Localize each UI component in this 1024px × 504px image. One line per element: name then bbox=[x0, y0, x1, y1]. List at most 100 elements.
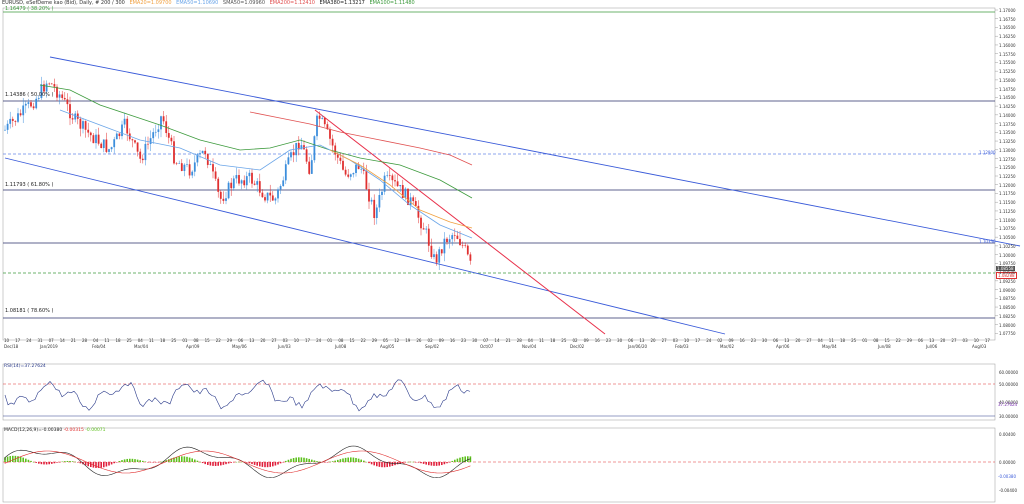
candle-body bbox=[118, 133, 121, 137]
downtrend-line bbox=[314, 109, 606, 335]
candle-body bbox=[160, 116, 162, 130]
date-axis-month: Aug/03 bbox=[972, 344, 987, 349]
date-axis-day: 09 bbox=[583, 338, 589, 343]
date-axis-day: 08 bbox=[338, 338, 344, 343]
macd-histogram-bar bbox=[45, 462, 48, 465]
candle-body bbox=[394, 180, 396, 182]
candle-body bbox=[6, 123, 9, 130]
candle-body bbox=[56, 86, 58, 98]
candle-body bbox=[360, 168, 363, 170]
candle-body bbox=[292, 152, 295, 156]
date-axis-day: 25 bbox=[126, 338, 132, 343]
candle-body bbox=[378, 194, 381, 208]
date-axis-day: 29 bbox=[226, 338, 232, 343]
rsi-value-tag: 37.27624 bbox=[998, 402, 1018, 407]
date-axis-day: 02 bbox=[427, 338, 433, 343]
date-axis-day: 20 bbox=[795, 338, 801, 343]
date-axis-day: 25 bbox=[851, 338, 857, 343]
macd-histogram-bar bbox=[105, 462, 108, 467]
candle-body bbox=[279, 186, 282, 190]
candle-body bbox=[417, 205, 420, 218]
macd-histogram-bar bbox=[19, 456, 22, 462]
candle-body bbox=[370, 199, 373, 202]
macd-histogram-bar bbox=[331, 461, 334, 462]
macd-histogram-bar bbox=[430, 462, 433, 466]
macd-histogram-bar bbox=[74, 461, 76, 463]
macd-histogram-bar bbox=[422, 462, 425, 464]
macd-histogram-bar bbox=[391, 462, 394, 466]
macd-histogram-bar bbox=[469, 456, 472, 462]
candle-body bbox=[336, 154, 339, 158]
date-axis-month: Jan/06/20 bbox=[628, 344, 648, 349]
candle-body bbox=[79, 118, 82, 129]
date-axis-day: 20 bbox=[940, 338, 946, 343]
macd-histogram-bar bbox=[256, 462, 258, 466]
macd-histogram-bar bbox=[248, 462, 251, 464]
candle-body bbox=[414, 201, 417, 206]
candle-body bbox=[162, 116, 165, 122]
date-axis-month: Apr/09 bbox=[186, 344, 200, 349]
macd-histogram-bar bbox=[227, 462, 230, 464]
candle-body bbox=[191, 171, 194, 176]
macd-histogram-bar bbox=[415, 462, 417, 463]
candle-body bbox=[464, 245, 467, 246]
candle-body bbox=[388, 175, 391, 176]
candle-body bbox=[435, 254, 438, 263]
date-axis-month: Sep/02 bbox=[425, 344, 439, 349]
date-axis-month: Dec/18 bbox=[4, 344, 19, 349]
candle-body bbox=[105, 139, 108, 152]
date-axis-day: 13 bbox=[249, 338, 255, 343]
date-axis-month: Oct/07 bbox=[480, 344, 494, 349]
date-axis-day: 28 bbox=[82, 338, 88, 343]
candle-body bbox=[248, 172, 251, 177]
macd-histogram-bar bbox=[40, 462, 43, 465]
date-axis-day: 29 bbox=[371, 338, 377, 343]
date-axis-day: 28 bbox=[516, 338, 522, 343]
candle-body bbox=[71, 118, 74, 120]
macd-histogram-bar bbox=[136, 459, 139, 462]
macd-histogram-bar bbox=[365, 461, 368, 463]
ema20-line bbox=[329, 149, 473, 229]
macd-histogram-bar bbox=[32, 461, 35, 463]
candle-body bbox=[391, 175, 394, 181]
macd-histogram-bar bbox=[378, 462, 381, 467]
channel-upper-line bbox=[49, 56, 1021, 247]
rsi-axis-tick: 40.00000 bbox=[999, 400, 1019, 405]
macd-histogram-bar bbox=[251, 462, 253, 465]
candle-body bbox=[136, 142, 139, 152]
macd-histogram-bar bbox=[285, 460, 287, 462]
candle-body bbox=[409, 197, 412, 205]
candle-body bbox=[373, 199, 376, 219]
date-axis-month: Jul/06 bbox=[926, 344, 938, 349]
candle-body bbox=[243, 180, 246, 186]
candle-body bbox=[318, 115, 321, 119]
date-axis-day: 13 bbox=[784, 338, 790, 343]
candle-body bbox=[58, 94, 61, 98]
macd-histogram-bar bbox=[134, 459, 136, 462]
macd-histogram-bar bbox=[152, 462, 154, 463]
macd-histogram-bar bbox=[207, 462, 209, 465]
candle-body bbox=[425, 228, 428, 230]
candle-body bbox=[61, 94, 64, 98]
macd-histogram-bar bbox=[118, 461, 121, 462]
candle-body bbox=[32, 106, 35, 109]
date-axis-day: 17 bbox=[695, 338, 701, 343]
date-axis-day: 03 bbox=[672, 338, 678, 343]
macd-histogram-bar bbox=[272, 462, 274, 467]
date-axis-month: Apr/06 bbox=[776, 344, 790, 349]
macd-histogram-bar bbox=[235, 461, 238, 463]
macd-histogram-bar bbox=[173, 457, 175, 462]
macd-histogram-bar bbox=[175, 456, 178, 462]
price-axis-tick: 1.16750 bbox=[999, 16, 1016, 22]
macd-histogram-bar bbox=[204, 462, 206, 465]
candle-body bbox=[188, 164, 191, 176]
candle-body bbox=[222, 198, 225, 201]
date-axis-day: 24 bbox=[316, 338, 322, 343]
date-axis-day: 18 bbox=[550, 338, 556, 343]
candle-body bbox=[175, 163, 178, 165]
date-axis-day: 04 bbox=[527, 338, 533, 343]
macd-histogram-bar bbox=[157, 462, 160, 463]
macd-histogram-bar bbox=[363, 460, 365, 462]
macd-histogram-bar bbox=[370, 462, 373, 465]
